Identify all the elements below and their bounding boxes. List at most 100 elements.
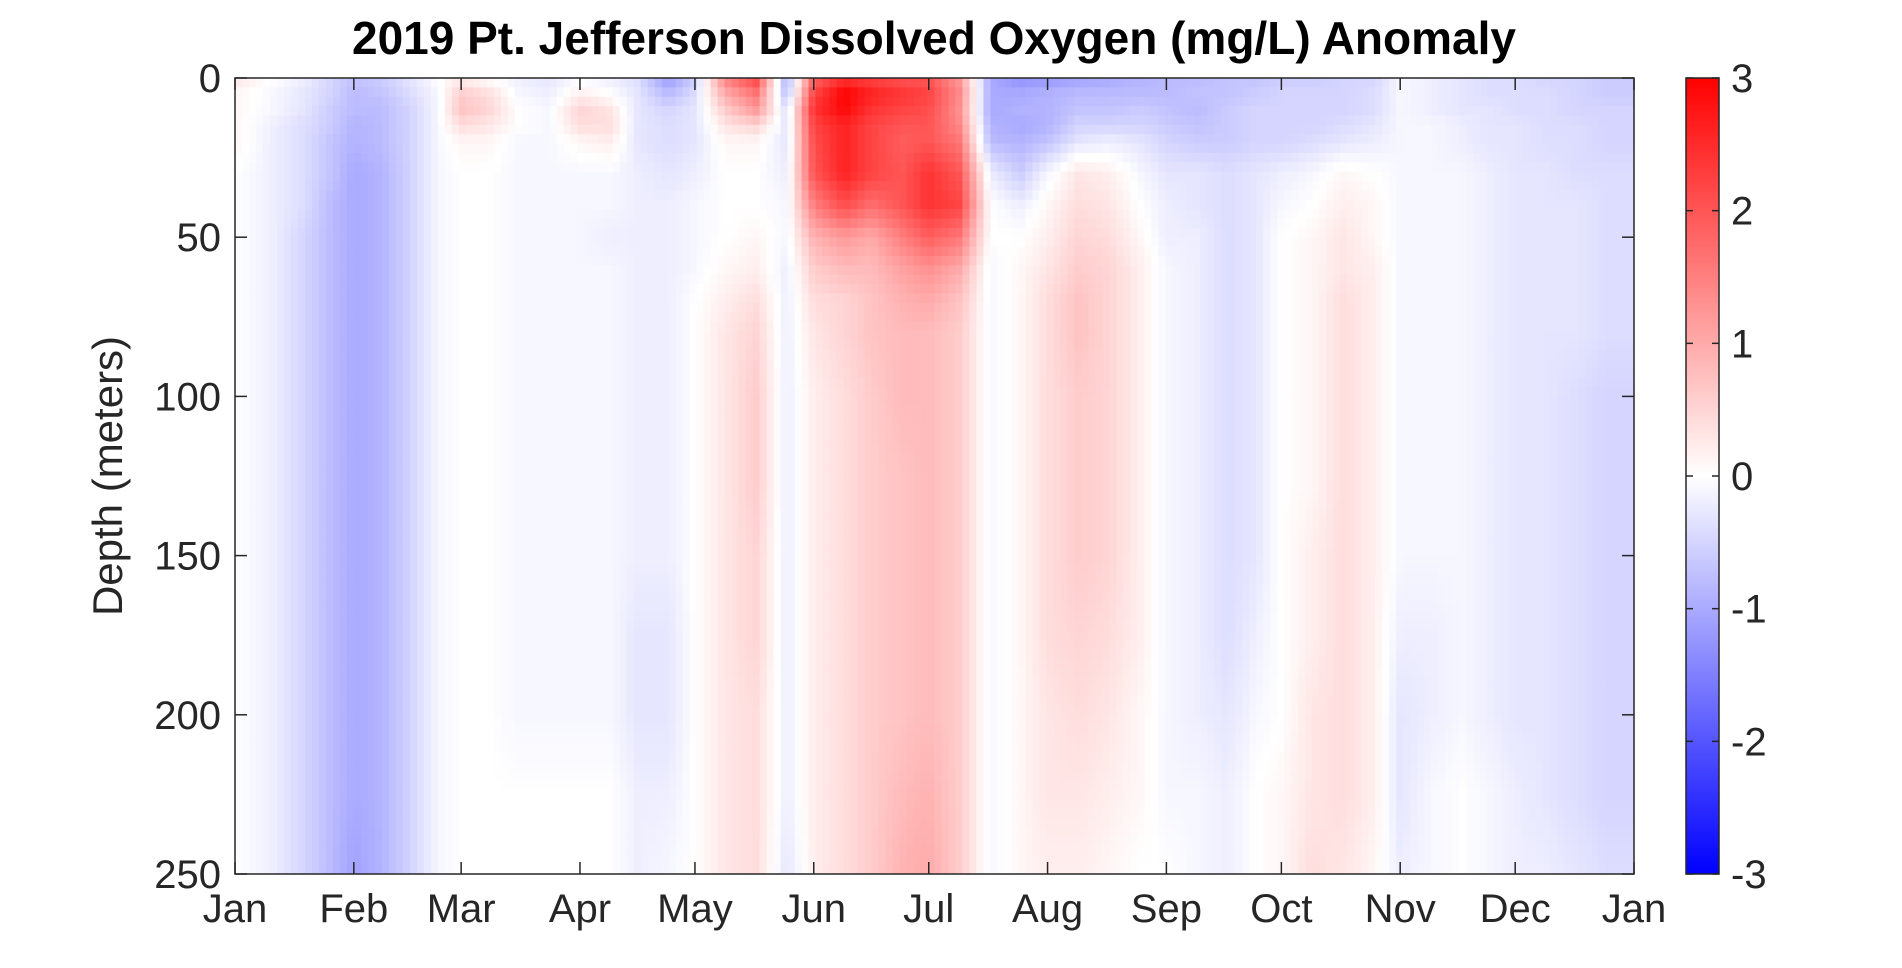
heatmap-cell — [612, 134, 621, 145]
heatmap-cell — [360, 686, 369, 697]
heatmap-cell — [437, 555, 446, 566]
heatmap-cell — [325, 218, 334, 229]
heatmap-cell — [339, 564, 348, 575]
heatmap-cell — [465, 461, 474, 472]
heatmap-cell — [507, 115, 516, 126]
heatmap-cell — [409, 143, 418, 154]
heatmap-cell — [248, 836, 257, 847]
heatmap-cell — [570, 789, 579, 800]
heatmap-cell — [311, 639, 320, 650]
heatmap-cell — [402, 714, 411, 725]
heatmap-cell — [248, 658, 257, 669]
heatmap-cell — [311, 649, 320, 660]
heatmap-cell — [283, 799, 292, 810]
heatmap-cell — [626, 724, 635, 735]
heatmap-cell — [549, 471, 558, 482]
heatmap-cell — [626, 649, 635, 660]
heatmap-cell — [570, 742, 579, 753]
heatmap-cell — [598, 330, 607, 341]
heatmap-cell — [269, 265, 278, 276]
heatmap-cell — [521, 508, 530, 519]
heatmap-cell — [374, 574, 383, 585]
heatmap-cell — [549, 845, 558, 856]
heatmap-cell — [570, 190, 579, 201]
heatmap-cell — [577, 461, 586, 472]
heatmap-cell — [542, 827, 551, 838]
heatmap-cell — [542, 508, 551, 519]
heatmap-cell — [367, 845, 376, 856]
heatmap-cell — [423, 761, 432, 772]
heatmap-cell — [535, 96, 544, 107]
heatmap-cell — [472, 124, 481, 135]
heatmap-cell — [255, 190, 264, 201]
heatmap-cell — [248, 808, 257, 819]
heatmap-cell — [514, 639, 523, 650]
heatmap-cell — [521, 827, 530, 838]
heatmap-cell — [465, 724, 474, 735]
heatmap-cell — [430, 143, 439, 154]
heatmap-cell — [556, 536, 565, 547]
heatmap-cell — [325, 143, 334, 154]
heatmap-cell — [472, 555, 481, 566]
heatmap-cell — [619, 471, 628, 482]
heatmap-cell — [451, 593, 460, 604]
heatmap-cell — [276, 293, 285, 304]
heatmap-cell — [577, 312, 586, 323]
heatmap-cell — [269, 742, 278, 753]
heatmap-cell — [535, 752, 544, 763]
heatmap-cell — [612, 742, 621, 753]
heatmap-cell — [353, 115, 362, 126]
heatmap-cell — [283, 340, 292, 351]
heatmap-cell — [248, 293, 257, 304]
heatmap-cell — [276, 686, 285, 697]
heatmap-cell — [255, 452, 264, 463]
heatmap-cell — [535, 630, 544, 641]
heatmap-cell — [598, 368, 607, 379]
heatmap-cell — [486, 546, 495, 557]
heatmap-cell — [451, 527, 460, 538]
heatmap-cell — [409, 209, 418, 220]
heatmap-cell — [591, 274, 600, 285]
heatmap-cell — [409, 124, 418, 135]
heatmap-cell — [262, 536, 271, 547]
heatmap-cell — [542, 115, 551, 126]
heatmap-cell — [235, 696, 243, 707]
heatmap-cell — [570, 864, 579, 874]
heatmap-cell — [542, 742, 551, 753]
heatmap-cell — [339, 630, 348, 641]
heatmap-cell — [591, 733, 600, 744]
heatmap-cell — [304, 152, 313, 163]
heatmap-cell — [311, 377, 320, 388]
heatmap-cell — [465, 377, 474, 388]
heatmap-cell — [311, 855, 320, 866]
heatmap-cell — [283, 115, 292, 126]
heatmap-cell — [283, 387, 292, 397]
heatmap-cell — [304, 864, 313, 874]
heatmap-cell — [311, 480, 320, 491]
heatmap-cell — [318, 340, 327, 351]
heatmap-cell — [388, 817, 397, 828]
heatmap-cell — [374, 143, 383, 154]
heatmap-cell — [591, 480, 600, 491]
heatmap-cell — [311, 265, 320, 276]
heatmap-cell — [570, 471, 579, 482]
heatmap-cell — [612, 218, 621, 229]
heatmap-cell — [577, 171, 586, 182]
heatmap-cell — [276, 368, 285, 379]
heatmap-cell — [374, 312, 383, 323]
heatmap-cell — [640, 152, 649, 163]
heatmap-cell — [346, 808, 355, 819]
heatmap-cell — [388, 499, 397, 510]
heatmap-cell — [479, 87, 488, 98]
heatmap-cell — [346, 293, 355, 304]
heatmap-cell — [591, 574, 600, 585]
heatmap-cell — [248, 152, 257, 163]
heatmap-cell — [500, 574, 509, 585]
heatmap-cell — [304, 817, 313, 828]
heatmap-cell — [395, 536, 404, 547]
heatmap-cell — [304, 480, 313, 491]
heatmap-cell — [430, 649, 439, 660]
heatmap-cell — [444, 237, 453, 248]
heatmap-cell — [521, 733, 530, 744]
heatmap-cell — [542, 630, 551, 641]
